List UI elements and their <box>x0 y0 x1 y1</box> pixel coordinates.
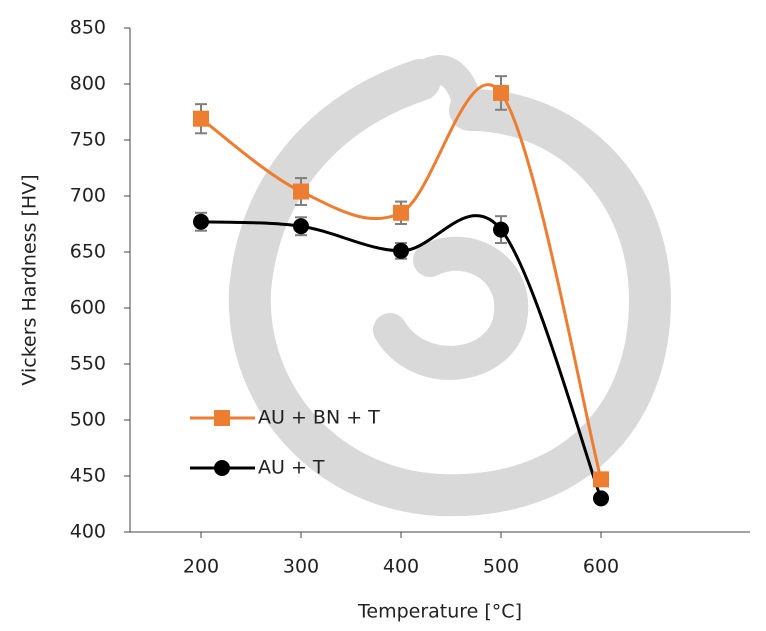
y-tick-label: 650 <box>70 241 106 263</box>
y-tick-label: 800 <box>70 73 106 95</box>
x-tick-label: 200 <box>183 556 219 578</box>
x-tick-label: 400 <box>383 556 419 578</box>
x-tick-label: 500 <box>483 556 519 578</box>
data-point <box>293 218 309 235</box>
data-point <box>293 183 309 200</box>
data-point <box>493 84 509 101</box>
watermark <box>228 55 672 517</box>
data-point <box>393 204 409 221</box>
y-axis-title: Vickers Hardness [HV] <box>19 174 41 385</box>
y-tick-label: 750 <box>70 129 106 151</box>
data-point <box>593 471 609 488</box>
legend-marker <box>214 410 230 426</box>
y-tick-label: 550 <box>70 353 106 375</box>
data-point <box>193 213 209 230</box>
y-tick-label: 500 <box>70 409 106 431</box>
data-point <box>493 221 509 238</box>
x-tick-label: 600 <box>583 556 619 578</box>
data-point <box>193 110 209 127</box>
legend-label: AU + BN + T <box>258 407 380 429</box>
y-tick-label: 600 <box>70 297 106 319</box>
data-point <box>593 490 609 507</box>
y-tick-label: 700 <box>70 185 106 207</box>
y-tick-label: 450 <box>70 465 106 487</box>
y-tick-label: 850 <box>70 17 106 39</box>
y-tick-label: 400 <box>70 521 106 543</box>
legend-marker <box>214 460 230 476</box>
x-axis-title: Temperature [°C] <box>357 601 522 623</box>
legend-label: AU + T <box>258 457 325 479</box>
series-line <box>200 83 603 480</box>
x-tick-label: 300 <box>283 556 319 578</box>
series-line <box>200 214 603 499</box>
data-point <box>393 242 409 259</box>
